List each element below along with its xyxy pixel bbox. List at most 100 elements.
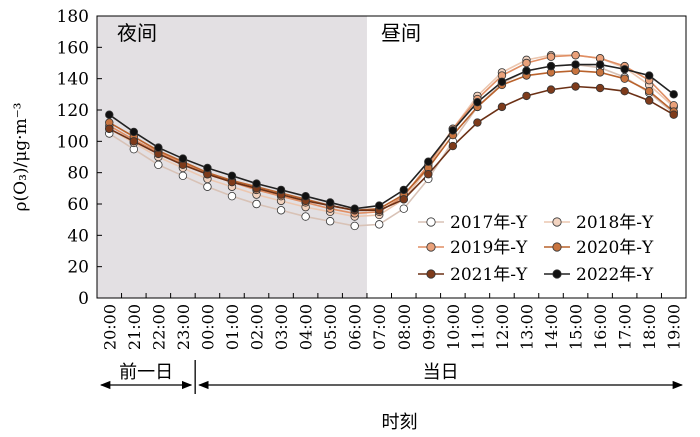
data-point: [399, 204, 408, 213]
data-point: [129, 127, 139, 137]
x-tick-label: 03:00: [272, 304, 291, 350]
night-label: 夜间: [117, 21, 157, 45]
data-point: [301, 212, 310, 221]
legend-entry: 2020年-Y: [576, 238, 654, 258]
data-point: [620, 74, 629, 83]
data-point: [375, 201, 384, 210]
x-tick-label: 10:00: [444, 304, 463, 350]
data-point: [644, 71, 654, 80]
x-tick-label: 11:00: [468, 304, 487, 350]
data-point: [546, 52, 556, 61]
data-point: [522, 91, 531, 101]
legend-entry: 2022年-Y: [576, 265, 654, 285]
data-point: [154, 143, 163, 152]
legend-swatch-marker: [426, 269, 436, 279]
data-point: [203, 182, 212, 191]
y-axis-title: ρ(O₃)/μg·m⁻³: [11, 103, 31, 212]
data-point: [571, 60, 580, 69]
x-tick-label: 07:00: [370, 304, 389, 350]
x-tick-label: 15:00: [567, 304, 586, 350]
x-tick-label: 21:00: [125, 304, 144, 350]
data-point: [497, 102, 507, 112]
legend-swatch-marker: [426, 242, 436, 252]
x-tick-label: 19:00: [665, 304, 684, 350]
data-point: [595, 68, 605, 77]
data-point: [252, 199, 261, 209]
data-point: [424, 170, 433, 179]
legend-entry: 2017年-Y: [450, 213, 528, 233]
data-point: [105, 124, 114, 133]
x-tick-label: 22:00: [149, 304, 168, 350]
legend-swatch-marker: [426, 217, 436, 227]
day-label: 昼间: [381, 21, 421, 45]
y-tick-label: 20: [67, 258, 89, 278]
data-point: [276, 206, 286, 215]
x-tick-label: 23:00: [174, 304, 193, 350]
data-point: [276, 185, 286, 195]
curr-day-label: 当日: [423, 362, 459, 383]
data-point: [178, 171, 188, 180]
x-tick-label: 16:00: [591, 304, 610, 350]
data-point: [571, 50, 580, 60]
y-tick-label: 0: [78, 289, 89, 309]
data-point: [399, 195, 408, 204]
data-point: [325, 217, 335, 226]
data-point: [252, 179, 261, 188]
y-tick-label: 40: [67, 226, 89, 246]
x-tick-label: 12:00: [493, 304, 512, 350]
data-point: [227, 171, 237, 180]
legend-swatch-marker: [552, 242, 562, 252]
data-point: [595, 60, 605, 69]
x-axis-title: 时刻: [382, 412, 418, 433]
data-point: [473, 97, 482, 107]
data-point: [178, 154, 188, 163]
data-point: [448, 126, 458, 135]
y-tick-label: 160: [57, 38, 89, 58]
data-point: [620, 86, 629, 96]
legend-entry: 2019年-Y: [450, 238, 528, 258]
data-point: [644, 96, 654, 105]
data-point: [325, 198, 335, 207]
plot-frame: [96, 15, 687, 299]
data-point: [669, 110, 678, 119]
x-tick-label: 02:00: [248, 304, 267, 350]
x-tick-label: 05:00: [321, 304, 340, 350]
legend-entry: 2018年-Y: [576, 213, 654, 233]
data-point: [375, 220, 384, 229]
data-point: [203, 163, 212, 173]
data-point: [595, 83, 605, 93]
y-tick-label: 140: [57, 70, 89, 90]
data-point: [546, 61, 556, 71]
x-tick-label: 00:00: [198, 304, 217, 350]
data-point: [424, 157, 433, 166]
data-point: [522, 66, 531, 76]
data-point: [227, 191, 237, 201]
x-tick-label: 06:00: [346, 304, 365, 350]
x-tick-label: 20:00: [100, 304, 119, 350]
data-point: [644, 86, 654, 96]
night-shading: [97, 16, 367, 298]
data-point: [571, 82, 580, 91]
legend-swatch-marker: [552, 269, 562, 279]
data-point: [448, 141, 458, 151]
x-tick-label: 04:00: [297, 304, 316, 350]
x-tick-label: 01:00: [223, 304, 242, 350]
x-tick-label: 13:00: [517, 304, 536, 350]
x-tick-label: 14:00: [542, 304, 561, 350]
x-tick-label: 18:00: [640, 304, 659, 350]
legend-swatch-marker: [552, 217, 562, 227]
data-point: [350, 204, 359, 213]
data-point: [473, 118, 482, 127]
y-tick-label: 100: [57, 132, 89, 152]
data-point: [399, 185, 408, 195]
data-point: [497, 77, 507, 86]
x-tick-label: 08:00: [395, 304, 414, 350]
data-point: [350, 221, 359, 231]
data-point: [546, 85, 556, 94]
x-tick-label: 17:00: [616, 304, 635, 350]
y-tick-label: 120: [57, 101, 89, 121]
y-tick-label: 60: [67, 195, 89, 215]
y-tick-label: 180: [57, 7, 89, 27]
data-point: [669, 90, 678, 99]
